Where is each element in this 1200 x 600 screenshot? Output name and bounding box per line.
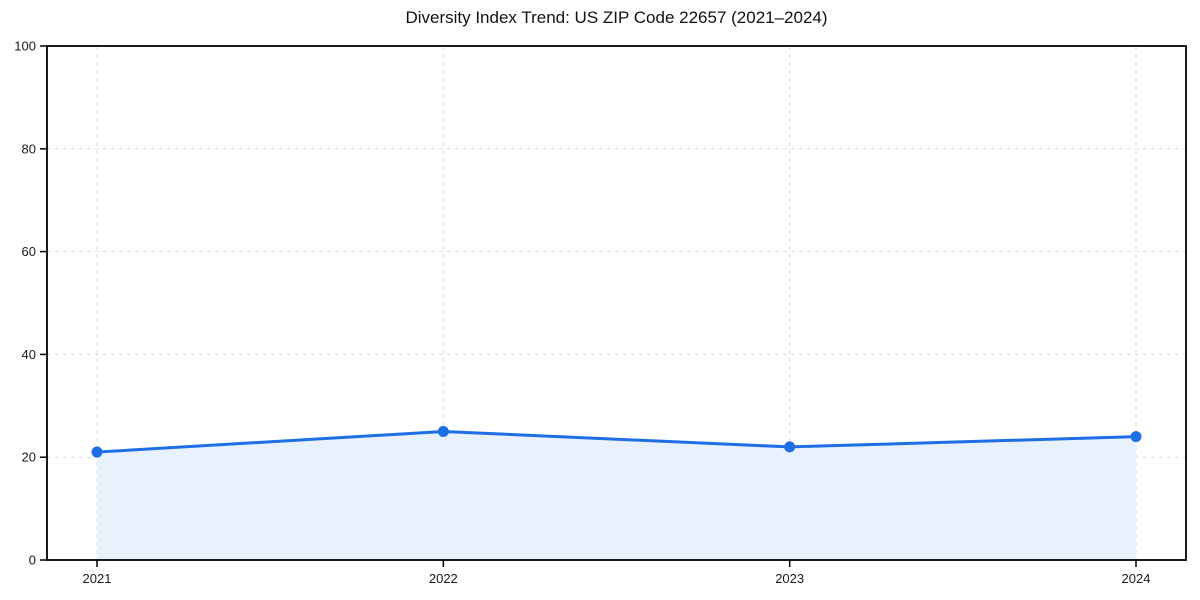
y-axis-tick-label: 80: [22, 141, 36, 156]
x-axis-tick-label: 2021: [83, 571, 112, 586]
y-axis-tick-label: 20: [22, 450, 36, 465]
data-point-marker: [437, 426, 449, 437]
area-fill: [97, 431, 1136, 560]
data-point-marker: [91, 446, 103, 458]
data-point-marker: [784, 441, 796, 453]
data-point-marker: [1130, 431, 1142, 443]
chart-title: Diversity Index Trend: US ZIP Code 22657…: [405, 8, 828, 27]
y-axis-tick-label: 0: [29, 553, 36, 568]
y-axis-tick-label: 60: [22, 244, 36, 259]
plot-spines: [46, 45, 1187, 561]
x-axis-tick-label: 2023: [775, 571, 804, 586]
y-axis-tick-label: 100: [14, 39, 36, 54]
trend-line: [95, 430, 1138, 454]
y-axis-tick-label: 40: [22, 347, 36, 362]
x-axis-tick-label: 2024: [1122, 571, 1151, 586]
x-axis-tick-label: 2022: [429, 571, 458, 586]
